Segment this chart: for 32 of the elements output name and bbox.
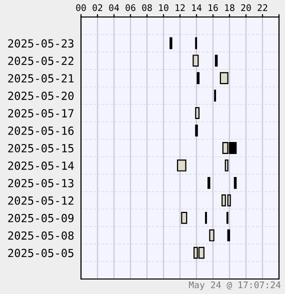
x-tick-label: 20 <box>241 4 251 12</box>
x-tick-label: 08 <box>142 4 152 12</box>
y-tick-label: 2025-05-09 <box>8 214 74 222</box>
y-tick-label: 2025-05-12 <box>8 196 74 205</box>
y-tick-label: 2025-05-15 <box>8 144 74 152</box>
bar <box>195 107 200 120</box>
x-tick-label: 06 <box>126 4 136 12</box>
x-tick-label: 10 <box>159 4 168 12</box>
x-tick-label: 14 <box>192 4 202 11</box>
y-tick-label: 2025-05-21 <box>8 74 74 83</box>
x-tick-label: 16 <box>208 4 218 12</box>
bar <box>222 142 228 154</box>
x-tick-label: 04 <box>109 4 120 12</box>
x-tick-label: 12 <box>176 4 185 11</box>
y-tick-label: 2025-05-05 <box>8 248 74 258</box>
bar <box>181 212 188 224</box>
bar <box>176 159 186 172</box>
text: May 24 @ 17:07:24 <box>188 281 281 290</box>
y-tick-label: 2025-05-14 <box>8 161 74 170</box>
bar <box>192 54 199 67</box>
y-tick-label: 2025-05-16 <box>8 126 74 135</box>
x-tick-label: 02 <box>92 4 102 12</box>
y-tick-label: 2025-05-20 <box>8 92 74 100</box>
y-tick-label: 2025-05-23 <box>8 39 74 48</box>
x-tick-label: 00 <box>76 4 86 12</box>
y-tick-label: 2025-05-22 <box>8 56 74 66</box>
x-tick-label: 18 <box>225 4 234 12</box>
y-tick-label: 2025-05-17 <box>8 109 74 118</box>
bar <box>209 229 214 242</box>
x-tick-label: 22 <box>258 4 268 11</box>
y-tick-label: 2025-05-13 <box>8 178 74 188</box>
y-tick-label: 2025-05-08 <box>8 231 74 240</box>
